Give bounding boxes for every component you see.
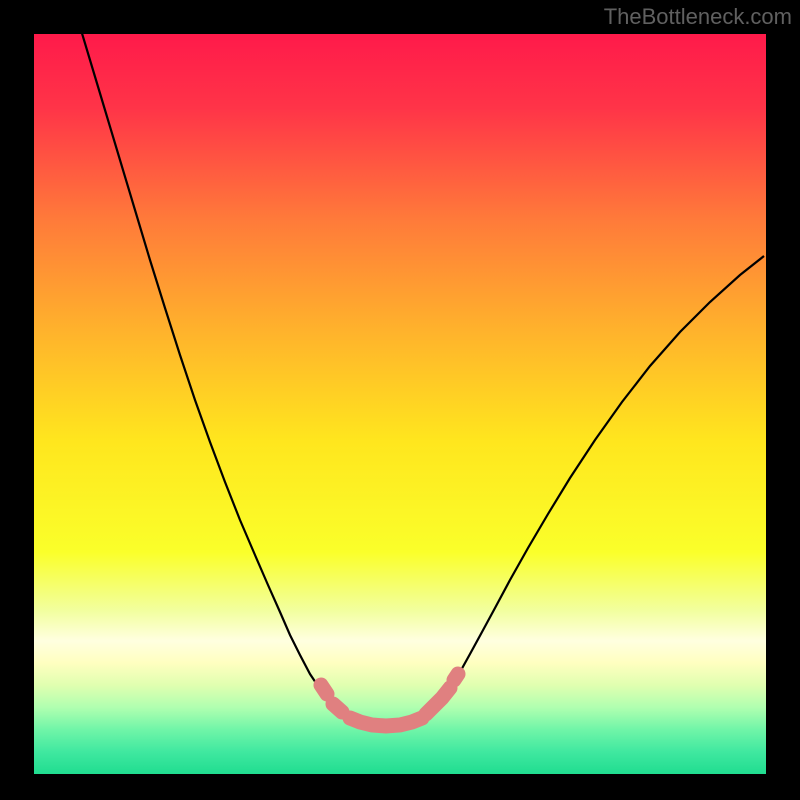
gradient-background — [34, 34, 766, 774]
salmon-segment — [454, 674, 458, 680]
chart-svg — [34, 34, 766, 774]
plot-area — [34, 34, 766, 774]
salmon-segment — [350, 718, 422, 726]
salmon-segment — [321, 685, 327, 694]
salmon-segment — [333, 704, 342, 712]
watermark-text: TheBottleneck.com — [604, 4, 792, 30]
